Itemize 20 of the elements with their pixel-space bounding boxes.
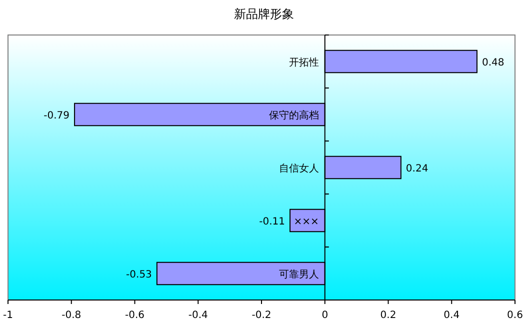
data-label: -0.79 xyxy=(44,110,70,122)
data-label: -0.11 xyxy=(259,216,286,228)
x-tick-label: 0 xyxy=(322,310,328,321)
x-tick-label: 0.2 xyxy=(380,310,396,321)
data-label: -0.53 xyxy=(126,270,152,280)
x-tick-label: -0.8 xyxy=(62,310,82,321)
y-tick-label: 保守的高档 xyxy=(268,110,319,122)
x-tick-label: -0.2 xyxy=(252,310,272,321)
x-tick-label: 0.6 xyxy=(507,310,523,321)
y-tick-label: ××× xyxy=(294,216,319,228)
x-tick-label: -0.6 xyxy=(124,310,145,321)
data-label: 0.48 xyxy=(482,58,504,68)
y-tick-label: 可靠男人 xyxy=(278,268,319,280)
chart-title: 新品牌形象 xyxy=(234,7,294,21)
y-tick-label: 自信女人 xyxy=(278,162,319,174)
x-tick-label: 0.4 xyxy=(444,310,460,321)
y-tick-label: 开拓性 xyxy=(288,56,319,68)
data-label: 0.24 xyxy=(406,164,428,174)
x-tick-label: -0.4 xyxy=(188,310,208,321)
x-tick-label: -1 xyxy=(3,310,13,321)
